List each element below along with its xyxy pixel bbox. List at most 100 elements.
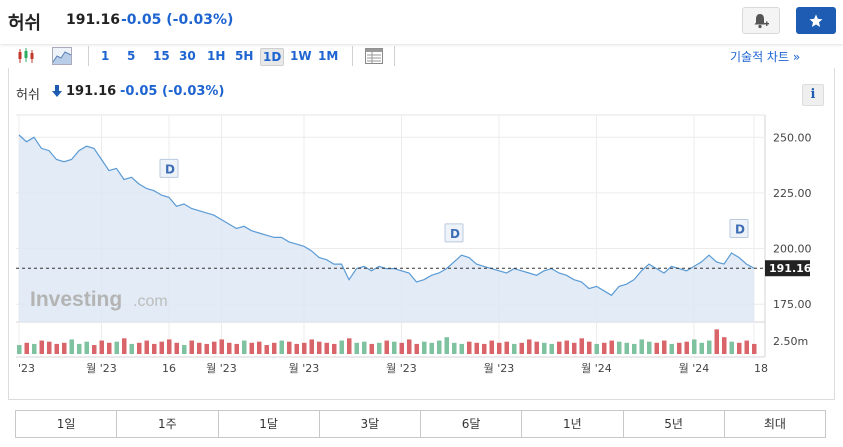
interval-1h[interactable]: 1H — [207, 49, 226, 63]
interval-1w[interactable]: 1W — [290, 49, 312, 63]
volume-bar — [309, 339, 314, 354]
x-tick-label: 월 '24 — [581, 362, 612, 375]
x-tick-label: 16 — [162, 362, 176, 375]
volume-bar — [152, 343, 157, 354]
chart-change: -0.05 (-0.03%) — [120, 84, 224, 99]
volume-bar — [287, 341, 292, 354]
chart-stock-name: 허쉬 — [16, 88, 40, 103]
volume-bar — [542, 342, 547, 354]
volume-bar — [99, 340, 104, 354]
chart-toolbar: 1 5 15 30 1H 5H 1D 1W 1M 기술적 차트 » — [0, 44, 843, 68]
add-watchlist-button[interactable] — [796, 7, 836, 34]
interval-5h[interactable]: 5H — [235, 49, 254, 63]
range-1d[interactable]: 1일 — [16, 411, 118, 437]
chart-price: 191.16 — [66, 84, 117, 99]
volume-bar — [714, 329, 719, 354]
volume-bar — [557, 341, 562, 354]
dividend-marker[interactable] — [444, 223, 464, 243]
volume-bar — [624, 342, 629, 354]
range-1w[interactable]: 1주 — [117, 411, 219, 437]
chart-frame — [8, 68, 835, 400]
volume-bar — [467, 341, 472, 354]
star-icon — [809, 14, 823, 27]
volume-bar — [564, 340, 569, 354]
interval-1m[interactable]: 1M — [318, 49, 339, 63]
volume-bar — [302, 342, 307, 354]
range-6m[interactable]: 6달 — [421, 411, 523, 437]
table-icon[interactable] — [364, 47, 384, 65]
interval-30[interactable]: 30 — [179, 49, 196, 63]
volume-bar — [527, 339, 532, 354]
range-selector: 1일 1주 1달 3달 6달 1년 5년 최대 — [15, 410, 826, 438]
price-area — [19, 135, 754, 322]
interval-15[interactable]: 15 — [153, 49, 170, 63]
y-tick-label: 250.00 — [773, 131, 812, 144]
range-1y[interactable]: 1년 — [522, 411, 624, 437]
price-line — [18, 134, 755, 297]
volume-bar — [572, 342, 577, 354]
dividend-marker-label: D — [735, 222, 745, 236]
candlestick-icon[interactable] — [16, 47, 36, 65]
dividend-marker[interactable] — [159, 158, 179, 178]
volume-bar — [392, 341, 397, 354]
price-chart[interactable]: Investing .com 191.16 250.00 225.00 200.00 175… — [0, 0, 843, 400]
down-arrow-icon — [52, 85, 62, 97]
technical-chart-link[interactable]: 기술적 차트 » — [730, 50, 801, 64]
stock-change: -0.05 (-0.03%) — [121, 12, 233, 28]
volume-bar — [744, 340, 749, 354]
change-value: -0.05 — [121, 12, 162, 28]
volume-bar — [257, 341, 262, 354]
volume-bar — [354, 342, 359, 354]
investing-watermark: Investing — [30, 288, 122, 311]
volume-bar — [677, 342, 682, 354]
toolbar-divider — [88, 46, 89, 66]
info-button[interactable]: i — [802, 84, 824, 106]
x-tick-label: 월 '23 — [386, 362, 417, 375]
volume-bar — [692, 339, 697, 354]
volume-bar — [369, 343, 374, 354]
volume-bar — [279, 340, 284, 354]
interval-5[interactable]: 5 — [127, 49, 136, 63]
add-alert-button[interactable] — [742, 7, 780, 34]
x-tick-label: 월 '23 — [484, 362, 515, 375]
range-5y[interactable]: 5년 — [624, 411, 725, 437]
investing-watermark-suffix: .com — [133, 293, 168, 310]
volume-bar — [384, 340, 389, 354]
interval-1[interactable]: 1 — [101, 49, 110, 63]
volume-bar — [422, 341, 427, 354]
volume-bar — [647, 341, 652, 354]
volume-bar — [189, 340, 194, 354]
volume-bar — [54, 343, 59, 354]
range-max[interactable]: 최대 — [763, 417, 786, 431]
bell-plus-icon — [754, 13, 769, 28]
volume-bar — [294, 343, 299, 354]
range-1m[interactable]: 1달 — [219, 411, 320, 437]
volume-bar — [737, 342, 742, 354]
volume-bar — [122, 338, 127, 354]
last-price-label: 191.16 — [769, 262, 812, 275]
volume-bar — [617, 341, 622, 354]
volume-axis-label: 2.50m — [773, 335, 808, 348]
volume-bar — [24, 342, 29, 354]
volume-bar — [414, 343, 419, 354]
volume-bar — [579, 338, 584, 354]
volume-bar — [129, 343, 134, 354]
chart-change-value: -0.05 — [120, 84, 158, 99]
y-tick-label: 225.00 — [773, 187, 812, 200]
volume-bar — [504, 341, 509, 354]
volume-bar — [654, 342, 659, 354]
x-tick-label: 월 '23 — [86, 362, 117, 375]
dividend-marker-label: D — [165, 162, 175, 176]
dividend-marker[interactable] — [729, 218, 749, 238]
volume-bar — [219, 339, 224, 354]
volume-bar — [752, 343, 757, 354]
range-3m[interactable]: 3달 — [320, 411, 421, 437]
volume-bar — [639, 339, 644, 354]
interval-1d[interactable]: 1D — [260, 48, 285, 66]
volume-bar — [17, 345, 22, 354]
volume-bar — [114, 341, 119, 354]
volume-bar — [407, 339, 412, 354]
volume-bar — [144, 340, 149, 354]
dividend-marker-label: D — [450, 227, 460, 241]
area-chart-icon[interactable] — [52, 47, 72, 65]
